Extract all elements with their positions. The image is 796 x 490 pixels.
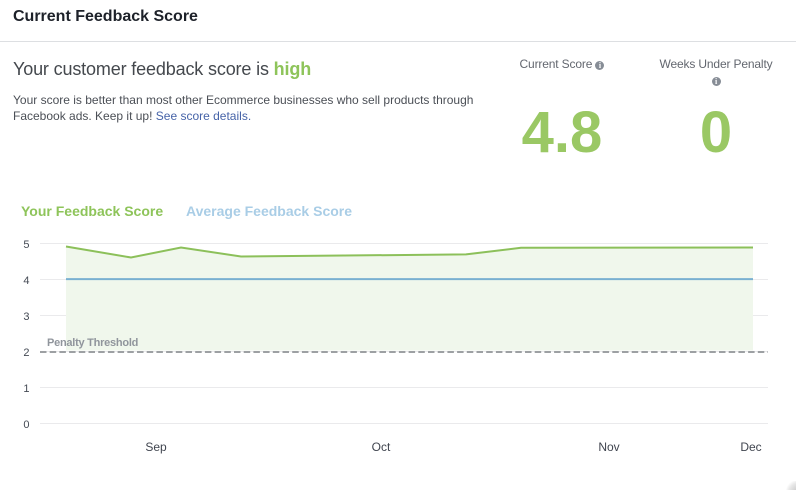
svg-text:3: 3 xyxy=(23,311,29,323)
svg-text:Dec: Dec xyxy=(740,440,761,454)
svg-text:Oct: Oct xyxy=(372,440,391,454)
svg-text:Nov: Nov xyxy=(598,440,619,454)
svg-text:0: 0 xyxy=(23,419,29,431)
svg-text:Penalty Threshold: Penalty Threshold xyxy=(47,337,138,349)
svg-text:1: 1 xyxy=(23,383,29,395)
svg-text:5: 5 xyxy=(23,239,29,251)
svg-text:Sep: Sep xyxy=(145,440,167,454)
svg-text:Average Feedback Score: Average Feedback Score xyxy=(186,203,352,219)
svg-text:4: 4 xyxy=(23,275,29,287)
svg-text:Your Feedback Score: Your Feedback Score xyxy=(21,203,163,219)
svg-text:2: 2 xyxy=(23,347,29,359)
